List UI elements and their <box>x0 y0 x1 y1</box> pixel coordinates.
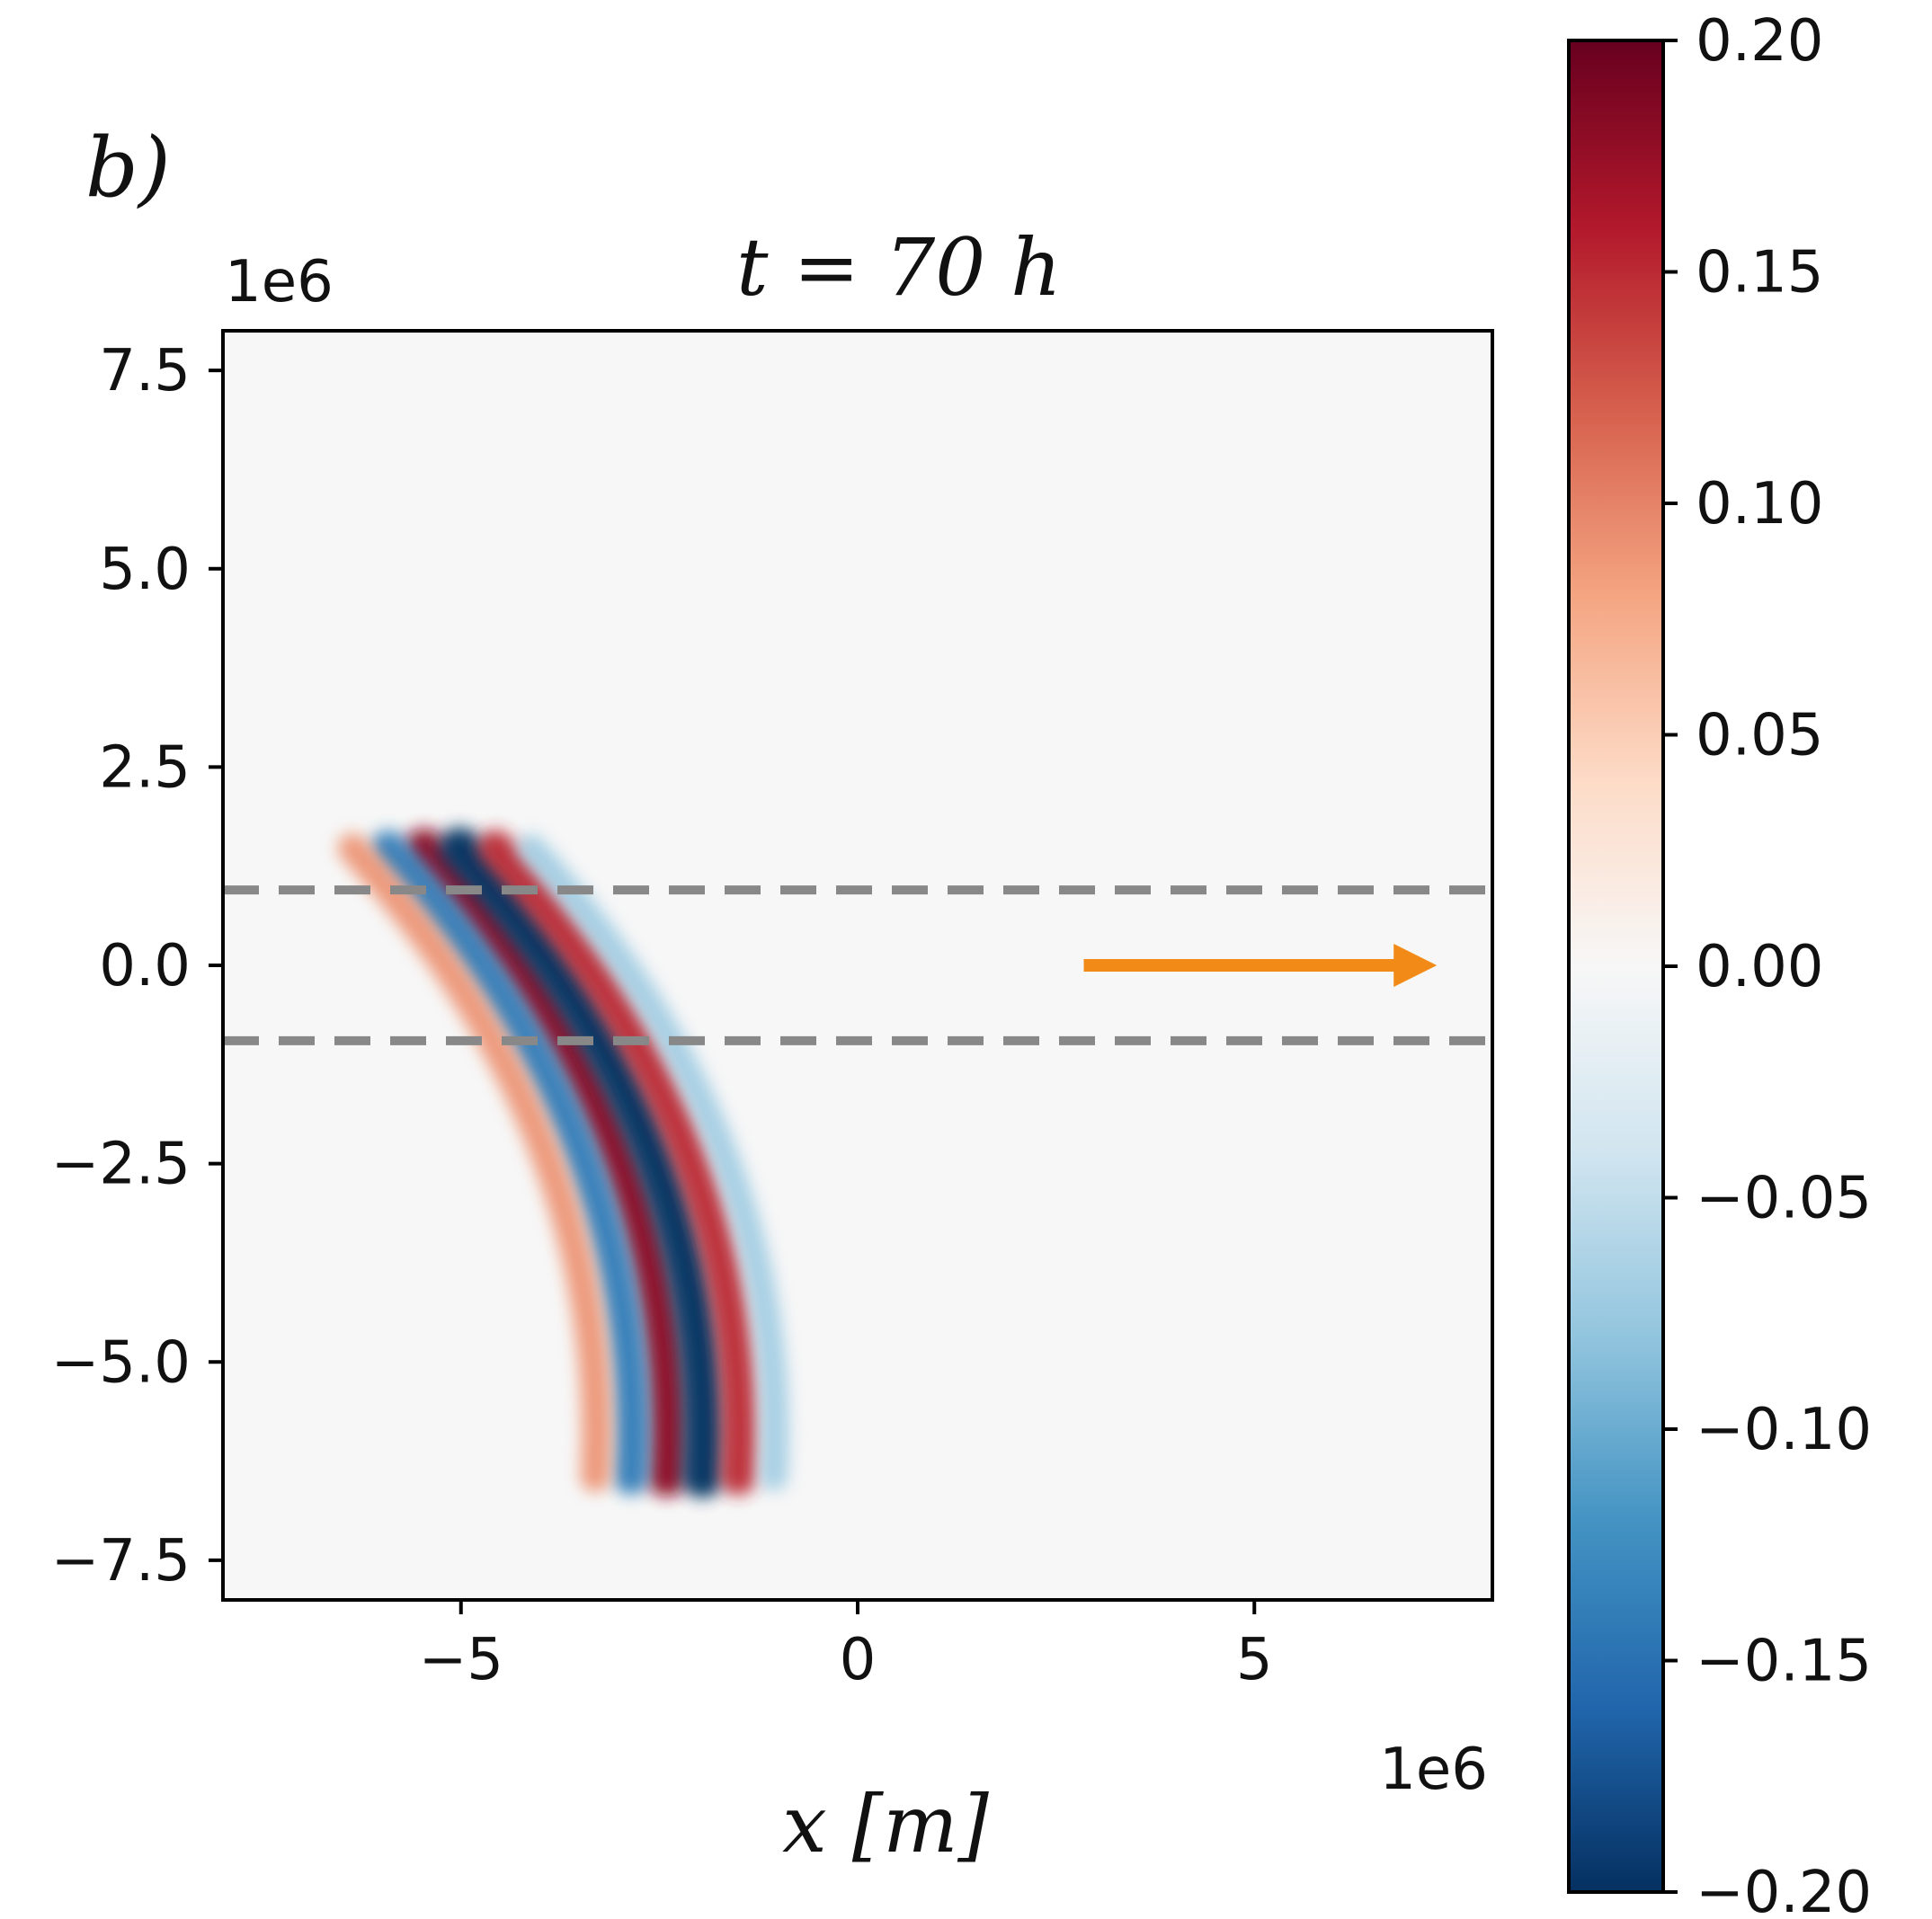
panel-label: b) <box>85 120 171 216</box>
x-offset-text: 1e6 <box>1379 1737 1488 1803</box>
heatmap-band <box>404 828 688 1497</box>
heatmap-band <box>477 830 758 1496</box>
x-axis-ticks: −5 0 5 <box>419 1600 1273 1693</box>
colorbar-tick-label: −0.05 <box>1696 1166 1872 1232</box>
colorbar-tick-label: −0.20 <box>1696 1860 1872 1919</box>
flow-arrow <box>1083 944 1438 987</box>
heatmap-band <box>439 827 725 1498</box>
plot-area <box>221 329 1494 1602</box>
x-tick-label: 5 <box>1236 1627 1273 1693</box>
x-tick-label: −5 <box>419 1627 503 1693</box>
colorbar-tick-label: 0.20 <box>1696 8 1824 75</box>
colorbar-fill <box>1569 40 1663 1892</box>
y-axis-ticks: −7.5 −5.0 −2.5 0.0 2.5 5.0 7.5 <box>51 338 223 1595</box>
dashed-lines <box>223 885 1492 1045</box>
colorbar-tick-label: 0.15 <box>1696 240 1824 307</box>
heatmap-band <box>517 834 789 1491</box>
y-tick-label: 5.0 <box>99 537 191 603</box>
y-offset-text: 1e6 <box>225 249 334 315</box>
y-tick-label: −5.0 <box>51 1329 191 1396</box>
heatmap-band <box>337 833 611 1492</box>
colorbar: 0.20 0.15 0.10 0.05 0.00 −0.05 −0.10 −0.15 −0.20 <box>1567 8 1872 1919</box>
y-tick-label: 7.5 <box>99 338 191 404</box>
arrow-head <box>1393 944 1438 987</box>
heatmap-band <box>370 831 650 1495</box>
colorbar-tick-label: 0.00 <box>1696 934 1824 1000</box>
colorbar-tick-label: −0.10 <box>1696 1397 1872 1463</box>
colorbar-tick-label: 0.05 <box>1696 703 1824 769</box>
x-axis-label: x [m] <box>782 1778 989 1870</box>
y-tick-label: −7.5 <box>51 1528 191 1595</box>
chart-title: t = 70 h <box>736 221 1062 314</box>
colorbar-ticks: 0.20 0.15 0.10 0.05 0.00 −0.05 −0.10 −0.15 −0.20 <box>1663 8 1872 1919</box>
y-tick-label: −2.5 <box>51 1132 191 1198</box>
x-tick-label: 0 <box>840 1627 877 1693</box>
colorbar-tick-label: −0.15 <box>1696 1629 1872 1695</box>
y-tick-label: 2.5 <box>99 734 191 801</box>
y-tick-label: 0.0 <box>99 933 191 999</box>
colorbar-tick-label: 0.10 <box>1696 471 1824 537</box>
heatmap-bands <box>337 827 789 1498</box>
